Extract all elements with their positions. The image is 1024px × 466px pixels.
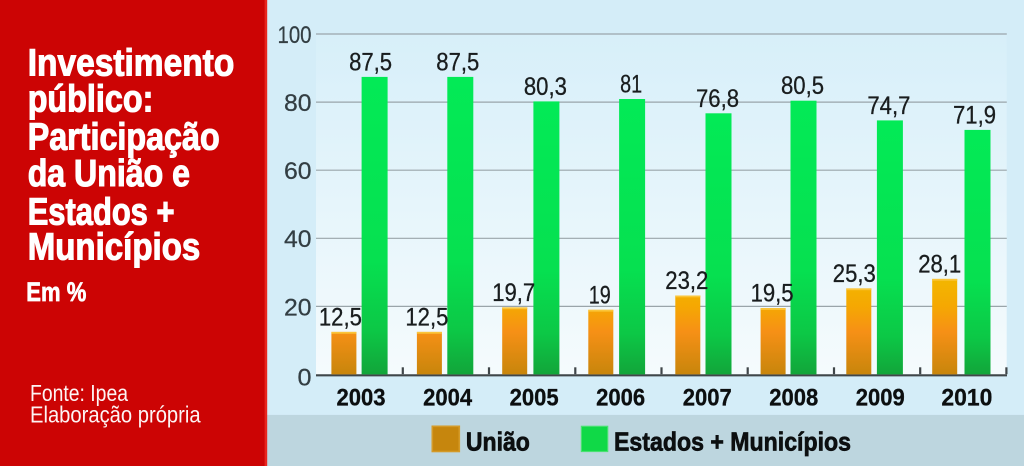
svg-text:80,5: 80,5 — [781, 73, 824, 100]
svg-text:público:: público: — [28, 78, 154, 120]
svg-text:19: 19 — [589, 282, 611, 309]
svg-text:71,9: 71,9 — [953, 102, 996, 129]
svg-text:2009: 2009 — [856, 385, 905, 412]
svg-text:87,5: 87,5 — [349, 49, 392, 76]
svg-text:25,3: 25,3 — [833, 261, 876, 288]
svg-text:2007: 2007 — [683, 385, 732, 412]
svg-text:60: 60 — [284, 158, 312, 185]
svg-text:100: 100 — [278, 22, 312, 49]
svg-text:12,5: 12,5 — [405, 304, 448, 331]
svg-text:87,5: 87,5 — [436, 49, 479, 76]
svg-text:74,7: 74,7 — [867, 93, 910, 120]
svg-text:2010: 2010 — [941, 385, 992, 412]
svg-text:0: 0 — [298, 365, 312, 392]
svg-text:19,7: 19,7 — [492, 280, 535, 307]
svg-text:23,2: 23,2 — [665, 268, 708, 295]
svg-text:Participação: Participação — [28, 117, 220, 159]
svg-text:Estados + Municípios: Estados + Municípios — [614, 426, 851, 456]
svg-text:Elaboração própria: Elaboração própria — [30, 401, 201, 427]
svg-text:20: 20 — [284, 294, 312, 321]
svg-text:2003: 2003 — [337, 385, 386, 412]
svg-text:40: 40 — [284, 226, 312, 253]
svg-text:Municípios: Municípios — [28, 226, 201, 268]
svg-text:76,8: 76,8 — [696, 86, 739, 113]
svg-text:12,5: 12,5 — [319, 304, 362, 331]
svg-text:28,1: 28,1 — [918, 251, 961, 278]
svg-text:Em %: Em % — [26, 277, 86, 307]
svg-text:2005: 2005 — [510, 385, 559, 412]
svg-text:Investimento: Investimento — [28, 42, 235, 84]
svg-text:81: 81 — [620, 72, 642, 99]
svg-text:da União e: da União e — [28, 153, 190, 195]
svg-text:União: União — [466, 426, 530, 456]
svg-text:80,3: 80,3 — [524, 74, 567, 101]
svg-text:Fonte: Ipea: Fonte: Ipea — [30, 380, 129, 406]
svg-text:2008: 2008 — [769, 385, 818, 412]
svg-text:19,5: 19,5 — [751, 281, 794, 308]
svg-text:2004: 2004 — [423, 385, 473, 412]
svg-text:2006: 2006 — [596, 385, 645, 412]
svg-text:Estados +: Estados + — [28, 192, 175, 234]
svg-text:80: 80 — [284, 90, 312, 117]
